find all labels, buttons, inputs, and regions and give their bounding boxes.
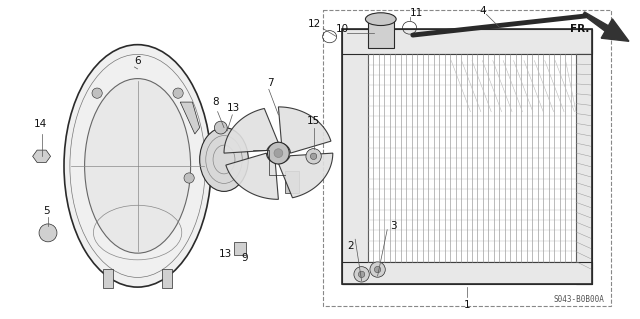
Text: 10: 10 — [336, 24, 349, 34]
Circle shape — [39, 224, 57, 242]
Circle shape — [354, 267, 369, 282]
Ellipse shape — [64, 45, 211, 287]
Circle shape — [358, 271, 365, 278]
Polygon shape — [583, 12, 629, 41]
Circle shape — [274, 149, 283, 158]
Circle shape — [92, 88, 102, 98]
Text: 7: 7 — [268, 78, 274, 88]
Text: S043-B0B00A: S043-B0B00A — [554, 295, 605, 304]
Polygon shape — [224, 108, 278, 153]
Circle shape — [268, 142, 289, 164]
Text: 1: 1 — [464, 300, 470, 310]
Text: FR.: FR. — [570, 24, 589, 34]
Bar — [342, 262, 592, 284]
Circle shape — [306, 149, 321, 164]
Ellipse shape — [365, 13, 396, 26]
Bar — [342, 29, 592, 284]
Polygon shape — [33, 150, 51, 162]
Polygon shape — [226, 153, 278, 199]
Ellipse shape — [84, 78, 191, 253]
Circle shape — [374, 266, 381, 273]
Bar — [342, 29, 592, 54]
Bar — [285, 171, 300, 193]
Circle shape — [310, 153, 317, 160]
Bar — [368, 19, 394, 48]
Text: 9: 9 — [242, 253, 248, 263]
Text: 13: 13 — [220, 249, 232, 259]
Text: 8: 8 — [212, 97, 219, 107]
Text: 13: 13 — [227, 103, 240, 114]
Bar — [234, 242, 246, 255]
Text: 2: 2 — [347, 241, 353, 251]
Text: 3: 3 — [390, 221, 397, 232]
Polygon shape — [278, 107, 331, 153]
Polygon shape — [278, 153, 333, 198]
Bar — [103, 269, 113, 288]
Text: 6: 6 — [134, 56, 141, 66]
Polygon shape — [180, 102, 200, 134]
Text: 5: 5 — [44, 205, 50, 216]
Text: 15: 15 — [307, 116, 320, 126]
Circle shape — [370, 262, 385, 277]
Circle shape — [214, 121, 227, 134]
Circle shape — [173, 88, 183, 98]
Ellipse shape — [200, 128, 248, 191]
Text: 4: 4 — [480, 6, 486, 17]
Text: 12: 12 — [308, 19, 321, 29]
Text: 11: 11 — [410, 8, 422, 18]
Bar — [162, 269, 172, 288]
Bar — [323, 10, 611, 306]
Bar — [342, 29, 368, 284]
Bar — [576, 29, 592, 284]
Circle shape — [184, 173, 195, 183]
Text: 14: 14 — [34, 119, 47, 130]
